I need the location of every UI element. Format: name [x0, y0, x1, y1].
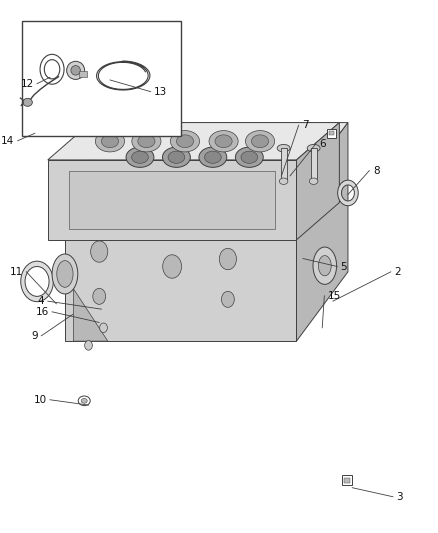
Circle shape — [222, 292, 234, 308]
Polygon shape — [48, 160, 297, 240]
Ellipse shape — [241, 151, 258, 163]
Text: 5: 5 — [341, 262, 347, 271]
Bar — [311, 148, 317, 181]
Ellipse shape — [168, 151, 185, 163]
Text: 10: 10 — [33, 395, 46, 405]
Ellipse shape — [170, 131, 200, 152]
Bar — [69, 171, 275, 229]
Text: 3: 3 — [396, 492, 403, 502]
Ellipse shape — [309, 178, 318, 184]
Ellipse shape — [78, 396, 90, 406]
Ellipse shape — [279, 178, 288, 184]
Circle shape — [219, 248, 237, 270]
Ellipse shape — [126, 147, 154, 167]
Ellipse shape — [318, 255, 331, 276]
Ellipse shape — [138, 135, 155, 148]
Ellipse shape — [245, 131, 275, 152]
Ellipse shape — [209, 131, 238, 152]
Ellipse shape — [81, 399, 87, 403]
Bar — [342, 475, 352, 485]
Bar — [281, 148, 287, 181]
Circle shape — [85, 341, 92, 350]
Text: 4: 4 — [38, 296, 44, 306]
Ellipse shape — [132, 131, 161, 152]
Polygon shape — [297, 123, 348, 341]
Bar — [344, 478, 350, 483]
Text: 9: 9 — [31, 331, 38, 341]
Ellipse shape — [162, 147, 191, 167]
Ellipse shape — [313, 247, 336, 285]
Text: 6: 6 — [319, 139, 326, 149]
Text: 2: 2 — [394, 267, 401, 277]
Ellipse shape — [215, 135, 232, 148]
Polygon shape — [48, 123, 339, 160]
Text: 16: 16 — [35, 307, 49, 317]
Ellipse shape — [277, 144, 290, 152]
Ellipse shape — [251, 135, 268, 148]
Text: 7: 7 — [302, 120, 309, 130]
Text: 11: 11 — [10, 267, 23, 277]
Ellipse shape — [205, 151, 221, 163]
Ellipse shape — [52, 254, 78, 294]
Ellipse shape — [235, 147, 263, 167]
Polygon shape — [65, 192, 297, 341]
Ellipse shape — [23, 98, 32, 106]
Bar — [79, 71, 87, 77]
Circle shape — [100, 323, 107, 333]
Circle shape — [162, 255, 182, 278]
Bar — [328, 131, 334, 135]
Text: 12: 12 — [21, 79, 34, 88]
Ellipse shape — [199, 147, 227, 167]
Ellipse shape — [57, 261, 73, 287]
Ellipse shape — [307, 144, 320, 152]
Circle shape — [93, 288, 106, 304]
Text: 13: 13 — [154, 87, 167, 96]
Text: 8: 8 — [373, 166, 379, 175]
Polygon shape — [297, 123, 339, 240]
Circle shape — [91, 241, 108, 262]
Ellipse shape — [101, 135, 119, 148]
Polygon shape — [74, 289, 108, 341]
Ellipse shape — [71, 66, 80, 75]
Polygon shape — [65, 123, 348, 192]
Ellipse shape — [131, 151, 148, 163]
Text: 15: 15 — [328, 291, 341, 301]
Bar — [22, 21, 181, 136]
Ellipse shape — [67, 61, 85, 79]
Ellipse shape — [95, 131, 124, 152]
Ellipse shape — [177, 135, 194, 148]
Text: 14: 14 — [1, 136, 14, 146]
Bar — [326, 129, 336, 138]
